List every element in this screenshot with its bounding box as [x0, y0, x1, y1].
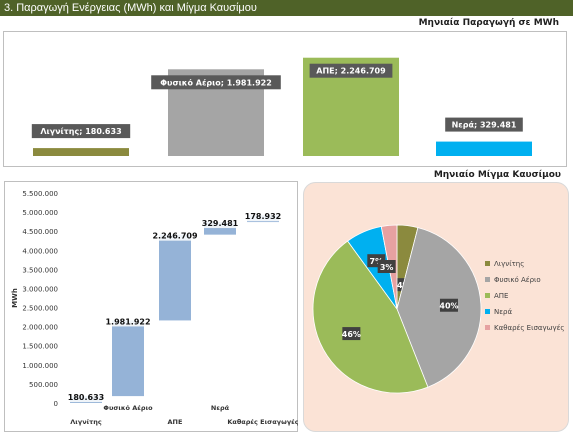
y-tick-5: 2.500.000 [22, 305, 58, 313]
monthly-production-chart: Λιγνίτης; 180.633 Φυσικό Αέριο; 1.981.922… [3, 31, 567, 167]
pie-label-4: 3% [380, 263, 394, 272]
y-tick-0: 0 [54, 400, 58, 408]
pie-label-box-2 [342, 327, 361, 341]
pie-slice-2 [312, 240, 429, 394]
pie-label-box-1 [439, 298, 458, 312]
waterfall-label-bg-2 [151, 230, 199, 241]
legend-swatch-1 [485, 277, 490, 282]
data-label-box-0 [31, 124, 131, 139]
pie-label-box-4 [377, 260, 396, 274]
data-label-box-3 [445, 117, 523, 132]
bar-3 [436, 141, 532, 156]
section-title: 3. Παραγωγή Ενέργειας (MWh) και Μίγμα Κα… [4, 2, 257, 14]
waterfall-frame [4, 181, 298, 432]
y-tick-9: 4.500.000 [22, 228, 58, 236]
y-axis-label: MWh [11, 288, 19, 308]
fuel-mix-title: Μηνιαίο Μίγμα Καυσίμου [433, 170, 561, 180]
waterfall-label-bg-4 [244, 211, 282, 222]
y-tick-4: 2.000.000 [22, 324, 58, 332]
waterfall-bar-2 [159, 234, 191, 321]
y-tick-10: 5.000.000 [22, 209, 58, 217]
waterfall-label-4: 178.932 [245, 212, 281, 221]
y-tick-2: 1.000.000 [22, 362, 58, 370]
data-label-1: Φυσικό Αέριο; 1.981.922 [160, 77, 272, 87]
y-tick-7: 3.500.000 [22, 266, 58, 274]
data-label-0: Λιγνίτης; 180.633 [40, 126, 121, 136]
pie-label-1: 40% [439, 302, 458, 311]
x-category-1: Φυσικό Αέριο [103, 404, 153, 412]
x-category-4: Καθαρές Εισαγωγές [227, 418, 298, 426]
legend-label-2: ΑΠΕ [494, 292, 508, 300]
legend-swatch-3 [485, 309, 490, 314]
legend-label-4: Καθαρές Εισαγωγές [494, 324, 565, 332]
bar-0 [33, 148, 129, 156]
legend-label-3: Νερά [494, 308, 512, 316]
waterfall-svg: 0 500.000 1.000.000 1.500.000 2.000.000 2.500… [4, 181, 299, 432]
section-header: 3. Παραγωγή Ενέργειας (MWh) και Μίγμα Κα… [0, 0, 573, 16]
waterfall-label-1: 1.981.922 [105, 317, 150, 326]
legend-label-1: Φυσικό Αέριο [494, 276, 541, 284]
pie-label-3: 7% [370, 257, 384, 266]
x-category-3: Νερά [211, 404, 230, 412]
data-label-2: ΑΠΕ; 2.246.709 [316, 67, 386, 76]
waterfall-label-bg-1 [104, 316, 152, 327]
data-label-box-2 [309, 63, 393, 78]
pie-label-2: 46% [342, 330, 361, 339]
waterfall-label-0: 180.633 [68, 393, 104, 402]
monthly-production-title: Μηνιαία Παραγωγή σε MWh [418, 18, 559, 28]
monthly-production-svg: Λιγνίτης; 180.633 Φυσικό Αέριο; 1.981.922… [3, 31, 567, 167]
y-tick-8: 4.000.000 [22, 247, 58, 255]
waterfall-chart: 0 500.000 1.000.000 1.500.000 2.000.000 2.500… [4, 181, 299, 432]
legend-label-0: Λιγνίτης [494, 260, 524, 268]
waterfall-label-3: 329.481 [202, 219, 239, 228]
y-tick-6: 3.000.000 [22, 285, 58, 293]
legend-swatch-0 [485, 261, 490, 266]
pie-slice-1 [396, 227, 482, 388]
x-category-0: Λιγνίτης [70, 418, 102, 426]
y-tick-11: 5.500.000 [22, 190, 58, 198]
x-category-2: ΑΠΕ [168, 418, 183, 426]
data-label-box-1 [151, 75, 281, 90]
y-tick-1: 500.000 [29, 381, 58, 389]
data-label-3: Νερά; 329.481 [452, 121, 517, 130]
waterfall-label-2: 2.246.709 [152, 232, 197, 241]
waterfall-bar-1 [112, 320, 144, 397]
waterfall-label-bg-3 [201, 218, 239, 229]
legend-swatch-4 [485, 325, 490, 330]
y-tick-3: 1.500.000 [22, 343, 58, 351]
legend-swatch-2 [485, 293, 490, 298]
waterfall-label-bg-0 [67, 392, 105, 403]
